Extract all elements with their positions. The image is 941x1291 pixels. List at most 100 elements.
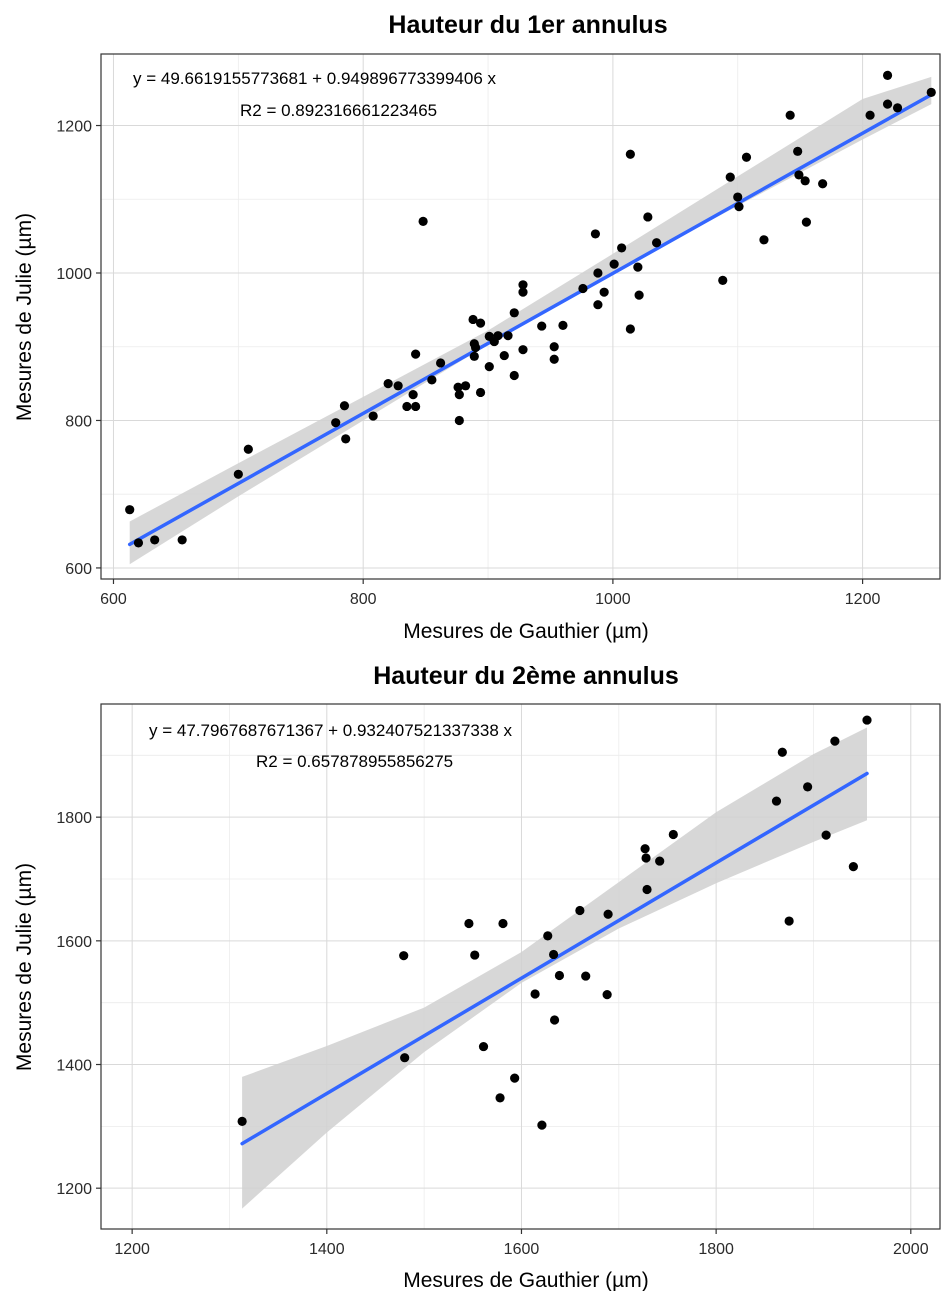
- confidence-band-area: [129, 76, 932, 565]
- data-point: [803, 782, 813, 792]
- x-tick-label: 600: [100, 591, 127, 608]
- data-point: [454, 415, 464, 426]
- data-point: [537, 1120, 547, 1130]
- y-tick-label: 600: [65, 561, 92, 578]
- data-points: [237, 715, 872, 1130]
- data-point: [633, 262, 643, 272]
- data-point: [368, 411, 378, 421]
- data-point: [581, 971, 591, 981]
- data-point: [785, 110, 795, 120]
- data-point: [554, 970, 565, 981]
- y-tick-label: 1200: [56, 1181, 92, 1198]
- data-point: [718, 275, 728, 285]
- data-point: [794, 170, 804, 180]
- x-tick-label: 1600: [504, 1241, 540, 1258]
- regression-equation: y = 47.7967687671367 + 0.932407521337338…: [149, 721, 513, 740]
- data-point: [818, 179, 828, 189]
- data-point: [575, 905, 585, 916]
- data-point: [498, 918, 508, 929]
- data-point: [530, 989, 540, 999]
- data-point: [470, 342, 481, 353]
- r-squared-label: R2 = 0.657878955856275: [256, 752, 453, 771]
- axis-ticks: 600 800 1000 1200 600 800 1000 1200: [56, 119, 880, 608]
- y-tick-label: 1400: [56, 1058, 92, 1075]
- data-point: [865, 110, 875, 120]
- data-point: [435, 358, 446, 368]
- data-point: [882, 70, 893, 80]
- regression-line-path: [127, 92, 934, 547]
- data-point: [578, 283, 588, 294]
- r-squared-label: R2 = 0.892316661223465: [240, 101, 437, 120]
- data-point: [625, 324, 635, 334]
- data-point: [558, 320, 568, 330]
- data-point: [590, 229, 601, 239]
- data-point: [668, 829, 678, 840]
- data-point: [341, 434, 351, 444]
- data-point: [518, 280, 528, 290]
- data-point: [400, 1053, 410, 1063]
- data-point: [549, 1015, 560, 1025]
- data-point: [733, 192, 743, 202]
- data-point: [478, 1041, 489, 1052]
- chart-title: Hauteur du 1er annulus: [388, 11, 667, 39]
- data-point: [593, 300, 603, 310]
- data-point: [784, 916, 794, 926]
- regression-equation: y = 49.6619155773681 + 0.949896773399406…: [133, 69, 497, 88]
- data-point: [402, 401, 412, 412]
- data-point: [759, 235, 769, 245]
- x-axis-title: Mesures de Gauthier (µm): [403, 620, 649, 643]
- data-point: [499, 350, 509, 361]
- data-point: [468, 314, 478, 325]
- data-point: [464, 918, 474, 929]
- data-point: [892, 103, 903, 113]
- x-tick-label: 1200: [114, 1241, 150, 1258]
- data-point: [655, 856, 665, 866]
- data-point: [543, 931, 553, 941]
- data-point: [427, 375, 437, 385]
- y-tick-label: 1200: [56, 119, 92, 136]
- data-points: [125, 70, 936, 548]
- data-point: [475, 318, 486, 328]
- data-point: [493, 331, 503, 341]
- data-point: [503, 331, 513, 341]
- data-point: [882, 99, 893, 109]
- x-tick-label: 1400: [309, 1241, 345, 1258]
- regression-line: [127, 92, 934, 547]
- data-point: [125, 505, 135, 515]
- data-point: [243, 444, 253, 454]
- plot-panel: [100, 703, 941, 1230]
- data-point: [651, 238, 662, 248]
- data-point: [771, 796, 782, 806]
- data-point: [475, 387, 486, 398]
- data-point: [383, 378, 393, 389]
- data-point: [801, 217, 812, 227]
- data-point: [408, 390, 418, 400]
- data-point: [777, 747, 787, 757]
- confidence-band: [129, 76, 932, 565]
- data-point: [331, 418, 341, 428]
- chart-hauteur-1er-annulus: Hauteur du 1er annulus 600 800 1000 1200 600…: [13, 11, 941, 643]
- y-tick-label: 800: [65, 413, 92, 430]
- y-tick-label: 1000: [56, 266, 92, 283]
- x-tick-label: 1000: [595, 591, 631, 608]
- data-point: [393, 381, 403, 391]
- x-tick-label: 1200: [845, 591, 881, 608]
- data-point: [518, 287, 528, 297]
- data-point: [848, 862, 858, 872]
- plot-panel: [100, 53, 941, 580]
- data-point: [454, 390, 464, 400]
- data-point: [734, 202, 744, 212]
- chart-title: Hauteur du 2ème annulus: [373, 662, 679, 690]
- data-point: [725, 172, 735, 182]
- data-point: [549, 342, 559, 352]
- data-point: [599, 287, 609, 297]
- data-point: [640, 844, 650, 854]
- data-point: [603, 909, 613, 919]
- data-point: [602, 990, 612, 1000]
- x-tick-label: 2000: [893, 1241, 929, 1258]
- data-point: [509, 308, 519, 318]
- data-point: [625, 149, 635, 159]
- data-point: [593, 268, 603, 278]
- data-point: [548, 949, 559, 960]
- data-point: [470, 950, 480, 960]
